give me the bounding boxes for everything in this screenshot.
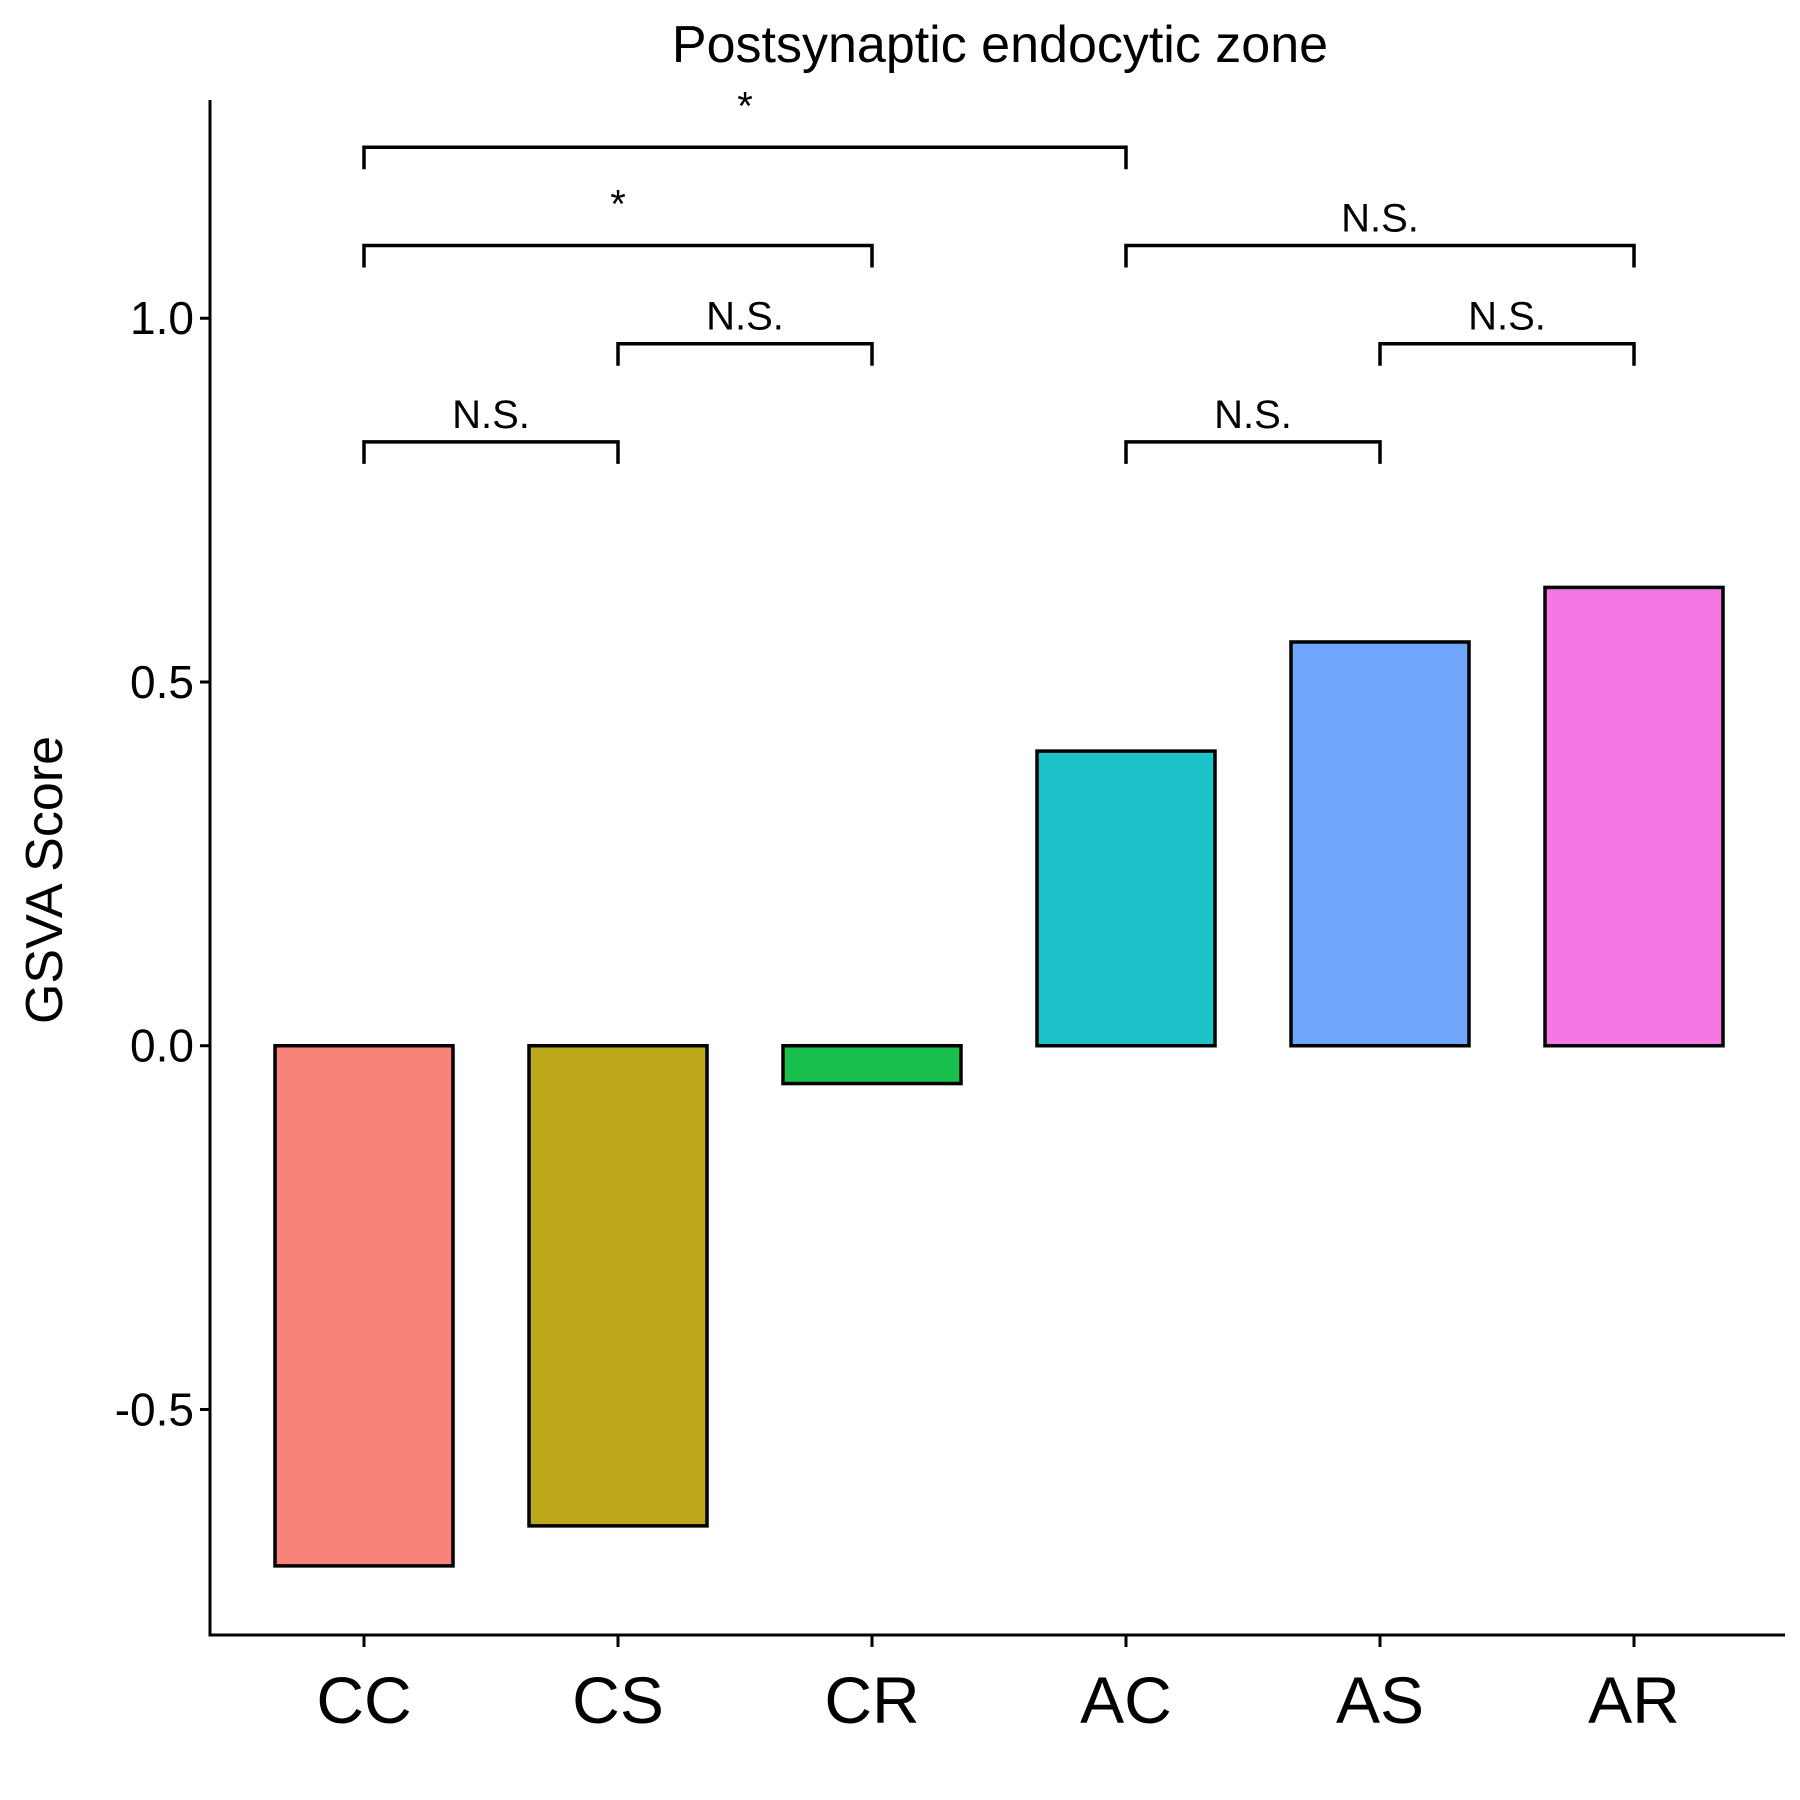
significance-bracket bbox=[362, 145, 1128, 170]
y-tick-label: 1.0 bbox=[130, 292, 194, 344]
x-tick-label: CR bbox=[824, 1663, 919, 1737]
significance-bracket bbox=[1124, 440, 1382, 464]
significance-label: N.S. bbox=[1214, 393, 1292, 437]
bars-layer bbox=[273, 585, 1725, 1568]
significance-label: N.S. bbox=[1468, 295, 1546, 339]
y-tick-label: -0.5 bbox=[115, 1383, 194, 1435]
bar-ar bbox=[1543, 585, 1725, 1048]
significance-bracket bbox=[616, 341, 874, 366]
x-tick-label: CS bbox=[572, 1663, 664, 1737]
x-tick-label: AC bbox=[1080, 1663, 1172, 1737]
axes-layer: -0.5 0.0 0.5 1.0 CC CS CR AC AS AR bbox=[115, 100, 1785, 1737]
significance-label: * bbox=[737, 84, 753, 128]
y-tick-label: 0.0 bbox=[130, 1020, 194, 1072]
y-tick-label: 0.5 bbox=[130, 656, 194, 708]
x-tick-label: AR bbox=[1588, 1663, 1680, 1737]
significance-label: N.S. bbox=[1341, 196, 1419, 240]
bar-as bbox=[1289, 640, 1471, 1048]
significance-label: N.S. bbox=[452, 393, 530, 437]
y-axis-label: GSVA Score bbox=[16, 736, 74, 1024]
significance-annotations: N.S. N.S. * * N.S. N.S. N.S. bbox=[362, 84, 1636, 464]
bar-cs bbox=[527, 1043, 709, 1528]
significance-bracket bbox=[362, 440, 620, 464]
significance-label: N.S. bbox=[706, 295, 784, 339]
chart-title: Postsynaptic endocytic zone bbox=[672, 16, 1328, 74]
bar-ac bbox=[1035, 749, 1217, 1048]
bar-cr bbox=[781, 1043, 963, 1086]
significance-bracket bbox=[1124, 243, 1636, 268]
bar-cc bbox=[273, 1043, 455, 1568]
x-tick-label: AS bbox=[1336, 1663, 1424, 1737]
x-tick-label: CC bbox=[316, 1663, 411, 1737]
significance-bracket bbox=[1378, 341, 1636, 366]
significance-label: * bbox=[610, 182, 626, 226]
significance-bracket bbox=[362, 243, 874, 268]
